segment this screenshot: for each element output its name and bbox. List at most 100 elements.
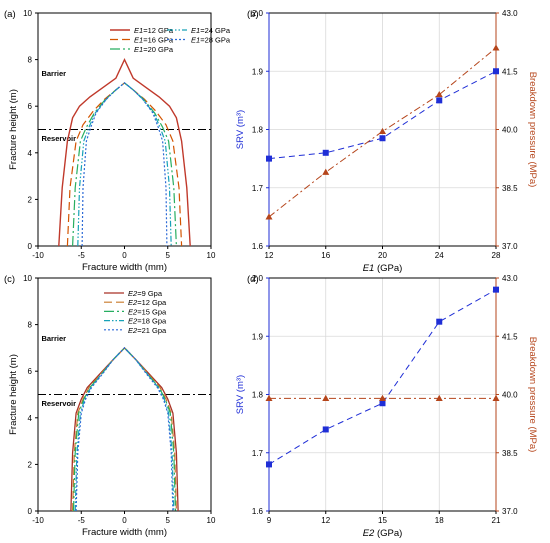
series-line-0 <box>70 346 179 512</box>
y-axis-label-left: SRV (m³) <box>235 110 246 149</box>
x-tick-label: -5 <box>78 516 86 525</box>
y-tick-label-right: 40.0 <box>502 391 518 400</box>
series-line-4 <box>75 347 174 512</box>
panel-label: (a) <box>4 9 16 20</box>
x-tick-label: 24 <box>435 251 444 260</box>
x-tick-label: 12 <box>265 251 274 260</box>
y-tick-label: 4 <box>28 414 33 423</box>
x-tick-label: 9 <box>267 516 272 525</box>
y-axis-label-right: Breakdown pressure (MPa) <box>527 72 538 188</box>
x-tick-label: -5 <box>78 251 86 260</box>
y-tick-label: 2 <box>28 460 33 469</box>
x-tick-label: 0 <box>122 251 127 260</box>
srv-point <box>436 97 443 104</box>
series-line-3 <box>77 82 172 247</box>
y-tick-label-right: 38.5 <box>502 449 518 458</box>
x-tick-label: 0 <box>122 516 127 525</box>
srv-point <box>266 155 272 162</box>
y-tick-label: 0 <box>28 507 33 516</box>
pressure-point <box>492 44 500 51</box>
x-axis-label: Fracture width (mm) <box>82 527 167 538</box>
y-tick-label-right: 40.0 <box>502 126 518 135</box>
y-tick-label: 10 <box>23 274 32 283</box>
annotation-barrier: Barrier <box>41 69 66 78</box>
srv-point <box>436 318 443 325</box>
srv-point <box>266 461 272 468</box>
x-tick-label: 18 <box>435 516 444 525</box>
srv-point <box>322 149 329 156</box>
y-tick-label-right: 43.0 <box>502 274 518 283</box>
panel-label: (c) <box>4 274 15 285</box>
legend-label: E2=21 Gpa <box>128 326 167 335</box>
y-axis-label: Fracture height (m) <box>8 354 19 435</box>
pressure-point <box>492 394 500 401</box>
y-tick-label-left: 1.8 <box>252 126 264 135</box>
legend-label: E2=9 Gpa <box>128 289 163 298</box>
legend-label: E1=16 GPa <box>134 36 174 45</box>
srv-point <box>322 426 329 433</box>
series-line-2 <box>72 347 177 512</box>
pressure-point <box>435 394 443 401</box>
chart-panel-a: -10 -5 0 5 10 0 2 4 6 8 10 Fracture width (mm) Fract… <box>4 9 231 273</box>
srv-point <box>493 286 499 293</box>
series-line-right <box>268 47 497 218</box>
chart-panel-c: -10 -5 0 5 10 0 2 4 6 8 10 Fracture width (mm) Fract… <box>4 274 216 538</box>
x-axis-label: E2 (GPa) <box>363 528 403 539</box>
series-line-left <box>268 289 497 465</box>
annotation-reservoir: Reservoir <box>41 134 76 143</box>
series-line-2 <box>72 82 177 247</box>
y-tick-label-left: 1.7 <box>252 184 264 193</box>
y-axis-label: Fracture height (m) <box>8 89 19 170</box>
pressure-point <box>265 394 273 401</box>
srv-point <box>379 400 386 407</box>
y-tick-label: 8 <box>28 321 33 330</box>
panel-label: (d) <box>247 274 259 285</box>
pressure-point <box>322 394 330 401</box>
legend-label: E2=18 Gpa <box>128 317 167 326</box>
series-line-1 <box>72 347 177 512</box>
x-tick-label: 20 <box>378 251 387 260</box>
x-tick-label: -10 <box>32 516 44 525</box>
y-tick-label-left: 1.6 <box>252 507 264 516</box>
y-tick-label-right: 37.0 <box>502 242 518 251</box>
chart-panel-b: 12 16 20 24 28 1.6 1.7 1.8 1.9 2.0 37.0 38.5 40.0 41.… <box>235 9 538 274</box>
y-tick-label-right: 38.5 <box>502 184 518 193</box>
x-tick-label: -10 <box>32 251 44 260</box>
y-tick-label: 4 <box>28 149 33 158</box>
y-tick-label-right: 37.0 <box>502 507 518 516</box>
legend-label: E1=24 GPa <box>191 26 231 35</box>
x-axis-label: E1 (GPa) <box>363 263 403 274</box>
pressure-point <box>435 90 443 98</box>
pressure-point <box>265 213 273 220</box>
series-line-0 <box>58 57 191 247</box>
legend-label: E1=28 GPa <box>191 36 231 45</box>
legend-label: E1=20 GPa <box>134 45 174 54</box>
y-tick-label: 8 <box>28 56 33 65</box>
x-tick-label: 10 <box>207 251 216 260</box>
srv-point <box>493 68 499 75</box>
srv-point <box>379 135 386 142</box>
pressure-point <box>379 127 386 135</box>
y-tick-label-left: 1.7 <box>252 449 264 458</box>
y-tick-label-left: 1.9 <box>252 332 264 341</box>
y-tick-label-left: 2.0 <box>252 274 264 283</box>
y-axis-label-left: SRV (m³) <box>235 375 246 414</box>
y-tick-label: 0 <box>28 242 33 251</box>
panel-label: (b) <box>247 9 259 20</box>
legend-label: E2=12 Gpa <box>128 298 167 307</box>
y-tick-label-right: 41.5 <box>502 332 518 341</box>
y-tick-label-left: 1.6 <box>252 242 264 251</box>
x-tick-label: 5 <box>166 516 171 525</box>
pressure-point <box>322 168 330 175</box>
x-axis-label: Fracture width (mm) <box>82 262 167 273</box>
x-tick-label: 5 <box>166 251 171 260</box>
x-tick-label: 12 <box>321 516 330 525</box>
legend-label: E1=12 GPa <box>134 26 174 35</box>
y-tick-label-left: 2.0 <box>252 9 264 18</box>
y-tick-label-right: 43.0 <box>502 9 518 18</box>
y-tick-label: 6 <box>28 367 33 376</box>
chart-panel-d: 9 12 15 18 21 1.6 1.7 1.8 1.9 2.0 37.0 38.5 40.0 41.5… <box>235 274 538 539</box>
series-line-3 <box>74 347 175 512</box>
x-tick-label: 16 <box>321 251 330 260</box>
